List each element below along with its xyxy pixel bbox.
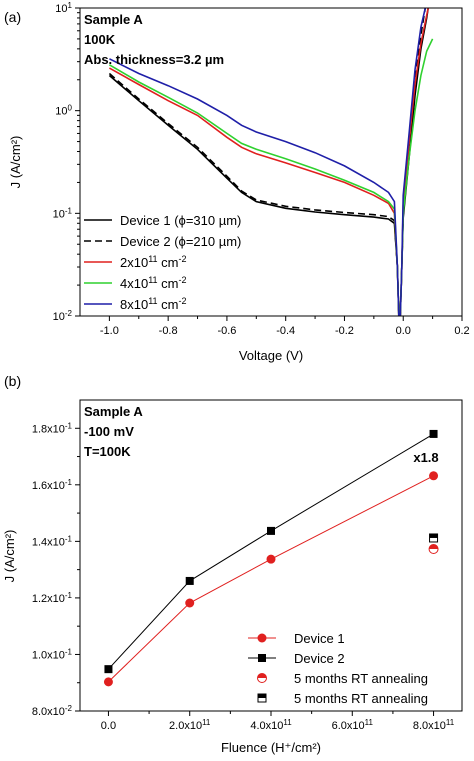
panel-b-x-tick-label: 8.0x1011 — [413, 718, 455, 733]
panel-b-legend-marker-2 — [258, 654, 266, 662]
panel-b-legend-marker-4 — [257, 693, 267, 703]
panel-a-frame — [79, 7, 463, 317]
panel-b-data-point — [429, 533, 439, 543]
panel-a-y-tick-label: 10-2 — [53, 309, 73, 324]
panel-b-y-tick-label: 1.4x10-1 — [32, 534, 73, 549]
panel-b-frame — [79, 399, 463, 712]
panel-a-x-tick-label: -0.4 — [276, 325, 295, 337]
panel-a-series-line-2 — [108, 8, 427, 316]
panel-b: (b) 0.0 2.0x1011 4.0x1011 6.0x1011 8.0x1011 8… — [2, 373, 463, 755]
panel-b-y-tick-label: 1.0x10-1 — [32, 647, 73, 662]
panel-b-data-point — [429, 471, 439, 481]
panel-b-x-tick-label: 2.0x1011 — [169, 718, 211, 733]
panel-a-x-tick-label: 0.2 — [454, 325, 469, 337]
panel-a-legend-label-2: Device 2 (ϕ=210 µm) — [120, 234, 241, 249]
panel-b-data-point — [267, 526, 275, 535]
panel-b-legend-label-3: 5 months RT annealing — [294, 671, 428, 686]
panel-a-x-axis-label: Voltage (V) — [239, 348, 303, 363]
panel-a-x-tick-label: -0.2 — [335, 325, 354, 337]
panel-a-legend-label-5: 8x1011 cm-2 — [120, 296, 187, 312]
panel-a-annotation-thickness: Abs. thickness=3.2 µm — [84, 52, 224, 67]
panel-a-series-line-3 — [109, 8, 429, 316]
panel-b-ticks: 0.0 2.0x1011 4.0x1011 6.0x1011 8.0x1011 8.0x1… — [32, 421, 455, 732]
panel-b-legend-label-1: Device 1 — [294, 631, 345, 646]
panel-b-legend-label-2: Device 2 — [294, 651, 345, 666]
panel-a-x-tick-label: -0.6 — [217, 325, 236, 337]
panel-b-data-point — [185, 598, 195, 608]
panel-b-series — [103, 429, 439, 687]
panel-b-y-tick-label: 1.2x10-1 — [32, 590, 73, 605]
panel-b-factor-label: x1.8 — [413, 450, 438, 465]
panel-b-y-tick-label: 8.0x10-2 — [32, 704, 73, 719]
panel-b-annotation-bias: -100 mV — [84, 424, 134, 439]
panel-b-label: (b) — [4, 373, 21, 389]
panel-a-label: (a) — [4, 9, 21, 25]
panel-b-legend-label-4: 5 months RT annealing — [294, 691, 428, 706]
panel-b-legend-marker-3 — [257, 673, 267, 683]
panel-a: (a) -1.0 -0.8 -0.6 -0.4 -0.2 0.0 0.2 10-2 10-1 10… — [4, 1, 470, 364]
panel-b-legend-marker-1 — [257, 633, 267, 643]
panel-a-series-line-4 — [108, 38, 434, 316]
panel-a-y-tick-label: 101 — [55, 1, 72, 16]
panel-b-data-point — [428, 543, 439, 554]
panel-b-legend: Device 1 Device 2 5 months RT annealing 5 m… — [248, 631, 428, 706]
panel-b-y-axis-label: J (A/cm²) — [2, 530, 17, 583]
panel-a-legend-label-3: 2x1011 cm-2 — [120, 254, 187, 270]
panel-b-annotation-temperature: T=100K — [84, 444, 131, 459]
panel-a-x-tick-label: -0.8 — [159, 325, 178, 337]
panel-b-y-tick-label: 1.6x10-1 — [32, 477, 73, 492]
panel-b-x-tick-label: 0.0 — [101, 720, 116, 732]
panel-a-legend-label-4: 4x1011 cm-2 — [120, 275, 187, 291]
panel-b-x-axis-label: Fluence (H⁺/cm²) — [221, 740, 321, 755]
panel-b-data-point — [429, 429, 438, 438]
panel-b-annotation-sample: Sample A — [84, 404, 143, 419]
panel-a-x-tick-label: 0.0 — [396, 325, 411, 337]
panel-a-y-tick-label: 10-1 — [53, 206, 73, 221]
panel-a-annotation-sample: Sample A — [84, 12, 143, 27]
panel-a-y-tick-label: 100 — [55, 103, 72, 118]
panel-b-data-point — [103, 677, 113, 687]
panel-b-data-point — [185, 576, 194, 585]
panel-a-legend: Device 1 (ϕ=310 µm) Device 2 (ϕ=210 µm) 2x… — [84, 213, 241, 312]
panel-a-legend-label-1: Device 1 (ϕ=310 µm) — [120, 213, 241, 228]
panel-b-data-point — [266, 554, 276, 564]
panel-a-series — [108, 8, 434, 316]
panel-a-x-tick-label: -1.0 — [100, 325, 119, 337]
panel-b-x-tick-label: 6.0x1011 — [332, 718, 374, 733]
panel-b-series-line-1 — [108, 475, 434, 683]
panel-a-series-line-5 — [109, 8, 427, 316]
panel-b-data-point — [104, 665, 113, 674]
panel-b-series-line-2 — [108, 433, 434, 670]
panel-a-annotation-temperature: 100K — [84, 32, 116, 47]
panel-b-y-tick-label: 1.8x10-1 — [32, 421, 73, 436]
panel-a-y-axis-label: J (A/cm²) — [8, 136, 23, 189]
panel-b-x-tick-label: 4.0x1011 — [250, 718, 292, 733]
